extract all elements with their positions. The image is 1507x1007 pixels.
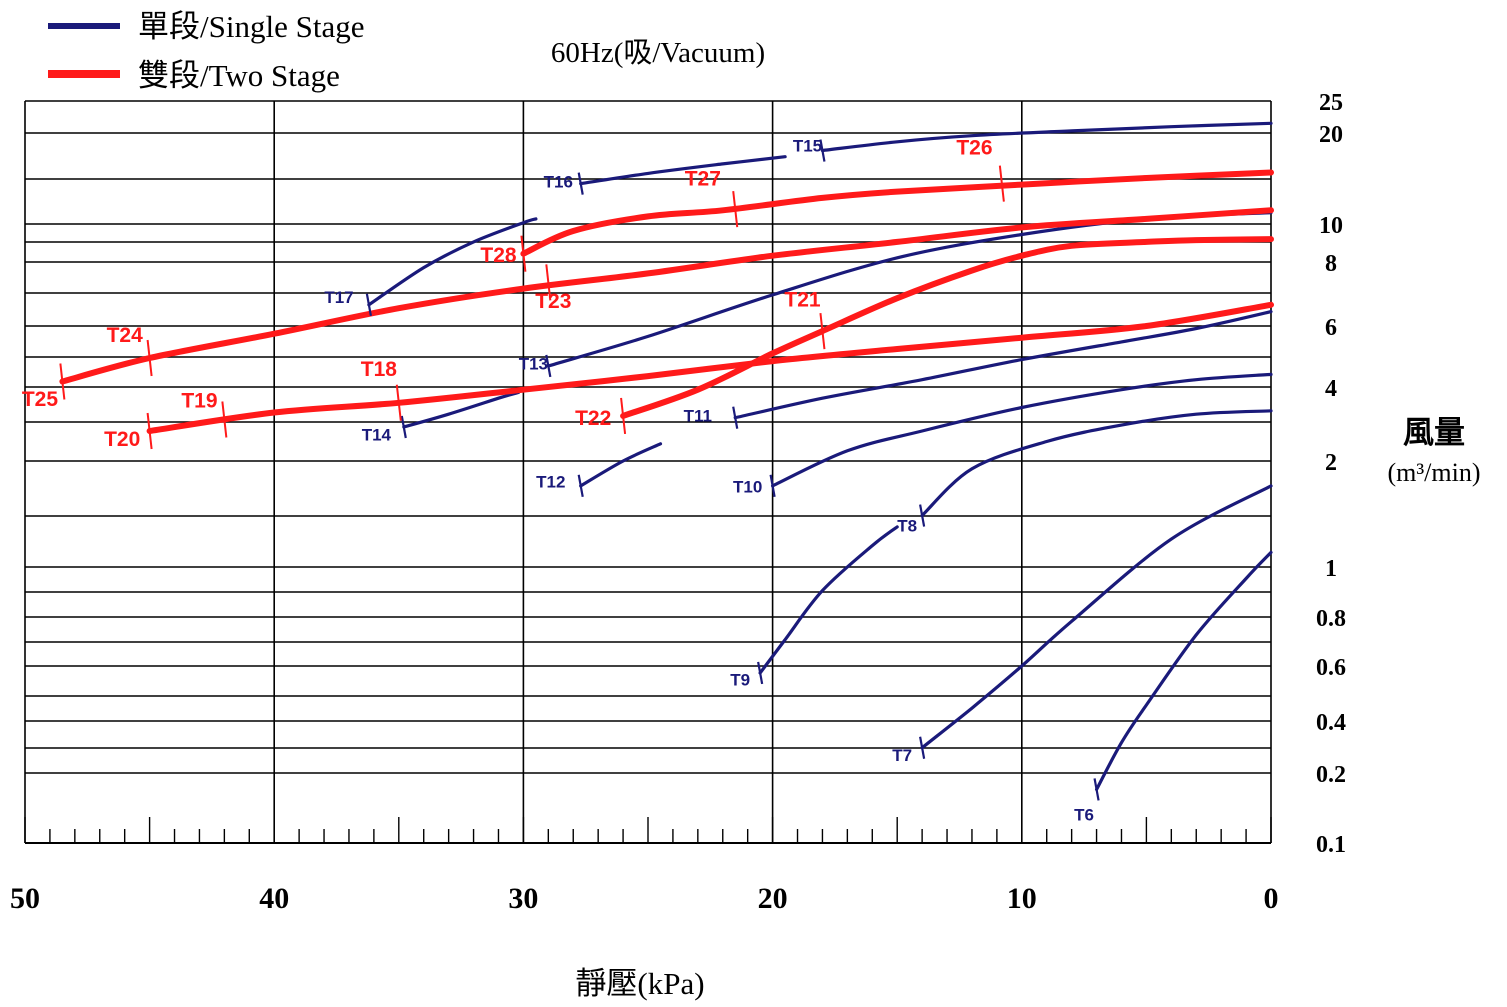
grid [24,100,1272,843]
x-tick-label: 50 [10,882,40,915]
series-line-t18 [146,301,1274,434]
series-end-marker [146,339,153,377]
series-label-t23: T23 [535,290,571,313]
series-line-t12 [579,442,663,488]
series-label-t15: T15 [793,136,822,155]
series-end-marker [620,397,627,435]
y-tick-label: 20 [1319,122,1343,148]
legend: 單段/Single Stage 雙段/Two Stage [48,9,364,93]
y-tick-label: 6 [1325,315,1337,341]
series-line-t24 [59,207,1274,385]
series-label-t8: T8 [897,517,917,536]
y-tick-label: 0.1 [1316,832,1346,858]
series-end-marker [819,139,826,162]
series-line-t15 [820,121,1273,153]
x-tick-label: 40 [259,882,289,915]
x-tick-label: 20 [758,882,788,915]
series-end-marker [59,363,66,400]
series-markers [59,139,1100,801]
series-line-t9 [758,525,899,675]
x-axis-title: 靜壓(kPa) [575,966,704,1001]
series-label-t14: T14 [362,426,392,445]
series-line-t10 [771,372,1273,488]
y-axis-unit: (m³/min) [1387,458,1480,487]
series-label-t20: T20 [104,428,140,451]
series-label-t17: T17 [324,288,353,307]
series-lines [59,121,1274,791]
series-label-t24: T24 [107,324,144,347]
series-end-marker [732,191,739,228]
series-end-marker [545,354,552,378]
y-tick-label: 10 [1319,213,1343,239]
y-tick-label: 0.6 [1316,655,1346,681]
series-end-marker [998,165,1005,202]
y-tick-label: 4 [1325,376,1337,402]
y-tick-label: 8 [1325,251,1337,277]
series-line-t27 [520,169,1274,257]
series-label-t9: T9 [730,670,750,689]
y-tick-label: 2 [1325,450,1337,476]
series-end-marker [400,415,407,439]
series-end-marker [395,384,402,421]
series-labels: T6 T7 T8 T9 T10 T11 T12 T13 T14 T15 T16 T17 T18 T19 T2… [22,136,1094,824]
series-label-t22: T22 [575,407,611,430]
series-label-t26: T26 [956,136,992,159]
series-line-t16 [579,155,787,186]
series-label-t12: T12 [536,473,565,492]
series-label-t18: T18 [361,358,398,381]
series-label-t21: T21 [784,288,821,311]
axes: 50 40 30 20 10 0 25 20 10 8 6 4 2 1 0.8 0.6 0.4 0.2 0.1 [10,90,1346,915]
series-end-marker [146,412,153,450]
series-label-t11: T11 [684,406,712,425]
series-end-marker [221,401,228,438]
series-line-t21 [620,236,1274,419]
series-line-t14 [402,390,520,429]
x-tick-label: 0 [1264,882,1279,915]
series-line-t8 [920,409,1273,518]
series-label-t16: T16 [544,173,573,192]
y-tick-label: 1 [1325,556,1337,582]
series-line-t6 [1095,550,1273,791]
x-tick-label: 30 [508,882,538,915]
series-label-t28: T28 [480,244,517,267]
series-end-marker [769,474,776,498]
series-end-marker [757,661,764,685]
series-end-marker [732,406,739,429]
series-label-t27: T27 [685,168,721,191]
y-tick-label: 0.2 [1316,762,1346,788]
series-label-t7: T7 [892,746,912,765]
y-tick-label: 0.8 [1316,606,1346,632]
series-end-marker [577,172,584,195]
chart-title: 60Hz(吸/Vacuum) [551,37,765,69]
y-tick-label: 25 [1319,90,1343,116]
series-end-marker [545,264,552,301]
y-axis-title: 風量 [1403,415,1465,450]
x-tick-label: 10 [1007,882,1037,915]
legend-label-two: 雙段/Two Stage [138,58,340,93]
y-tick-label: 0.4 [1316,710,1346,736]
series-label-t6: T6 [1074,805,1094,824]
series-line-t17 [367,217,538,307]
series-end-marker [1093,778,1100,801]
series-end-marker [365,293,372,316]
series-end-marker [819,312,826,350]
series-end-marker [520,235,527,272]
series-label-t10: T10 [733,477,762,496]
series-label-t13: T13 [519,354,548,373]
legend-label-single: 單段/Single Stage [138,9,364,44]
series-end-marker [919,736,926,759]
series-label-t19: T19 [181,390,217,413]
series-end-marker [577,474,584,498]
series-line-t11 [733,310,1273,420]
series-label-t25: T25 [22,388,59,411]
series-line-t7 [920,484,1273,750]
series-line-t13 [546,211,1273,368]
series-end-marker [919,504,926,527]
